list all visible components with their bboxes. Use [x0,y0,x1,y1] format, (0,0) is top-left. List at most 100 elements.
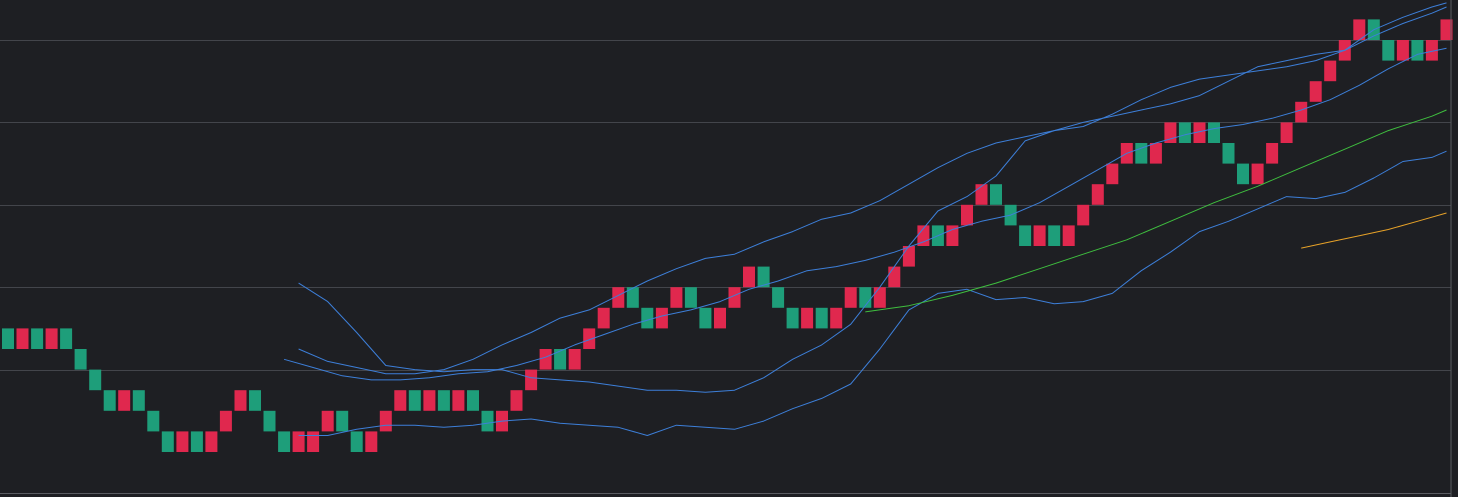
brick-56-bullish[interactable] [815,307,828,329]
brick-86-bearish[interactable] [1251,163,1264,185]
brick-82-bearish[interactable] [1193,122,1206,143]
brick-66-bearish[interactable] [961,204,973,226]
brick-88-bearish[interactable] [1280,122,1293,143]
brick-70-bullish[interactable] [1019,225,1032,246]
brick-6-bullish[interactable] [89,369,102,391]
brick-25-bearish[interactable] [365,431,378,452]
brick-27-bearish[interactable] [394,390,407,411]
brick-41-bearish[interactable] [597,307,610,329]
brick-17-bullish[interactable] [249,390,261,411]
brick-4-bullish[interactable] [60,328,73,349]
brick-21-bearish[interactable] [307,431,320,452]
brick-52-bullish[interactable] [757,266,770,288]
brick-9-bullish[interactable] [132,390,145,411]
brick-76-bearish[interactable] [1106,163,1119,185]
middle-band-line[interactable] [283,47,1447,381]
brick-layer [2,19,1453,452]
brick-33-bullish[interactable] [481,410,494,432]
brick-12-bearish[interactable] [176,431,189,452]
brick-20-bearish[interactable] [292,431,305,452]
brick-87-bearish[interactable] [1266,143,1279,164]
brick-72-bullish[interactable] [1048,225,1061,246]
brick-44-bullish[interactable] [641,307,654,329]
brick-47-bullish[interactable] [684,287,697,308]
brick-74-bearish[interactable] [1077,204,1090,226]
brick-1-bearish[interactable] [16,328,29,349]
moving-average-orange-line[interactable] [1301,212,1447,249]
brick-10-bullish[interactable] [147,410,160,432]
brick-98-bearish[interactable] [1425,40,1438,61]
brick-38-bullish[interactable] [554,349,567,370]
brick-42-bearish[interactable] [612,287,625,308]
brick-2-bullish[interactable] [31,328,44,349]
brick-78-bullish[interactable] [1135,143,1148,164]
brick-73-bearish[interactable] [1062,225,1075,246]
brick-90-bearish[interactable] [1309,81,1322,102]
brick-93-bearish[interactable] [1353,19,1366,40]
brick-53-bullish[interactable] [772,287,785,308]
brick-99-bearish[interactable] [1440,19,1453,40]
brick-16-bearish[interactable] [234,390,247,411]
brick-24-bullish[interactable] [350,431,363,452]
brick-96-bearish[interactable] [1396,40,1409,61]
brick-35-bearish[interactable] [510,390,523,411]
brick-0-bullish[interactable] [2,328,14,349]
brick-62-bearish[interactable] [902,246,915,267]
moving-average-green-line[interactable] [865,109,1447,313]
lower-band-line[interactable] [298,2,1447,375]
brick-89-bearish[interactable] [1295,101,1308,123]
brick-59-bullish[interactable] [859,287,872,308]
brick-28-bullish[interactable] [408,390,421,411]
brick-31-bearish[interactable] [452,390,465,411]
brick-68-bullish[interactable] [990,184,1002,205]
brick-58-bearish[interactable] [844,287,857,308]
brick-29-bearish[interactable] [423,390,436,411]
brick-75-bearish[interactable] [1091,184,1104,205]
brick-79-bearish[interactable] [1149,143,1162,164]
brick-30-bullish[interactable] [437,390,450,411]
brick-15-bearish[interactable] [219,410,232,432]
brick-7-bullish[interactable] [103,390,116,411]
brick-49-bearish[interactable] [714,307,726,329]
brick-8-bearish[interactable] [118,390,131,411]
brick-18-bullish[interactable] [263,410,276,432]
brick-26-bearish[interactable] [379,410,392,432]
brick-81-bullish[interactable] [1178,122,1191,143]
upper-band-line[interactable] [298,6,1447,393]
brick-67-bearish[interactable] [975,184,988,205]
brick-57-bearish[interactable] [830,307,843,329]
brick-3-bearish[interactable] [45,328,58,349]
brick-19-bullish[interactable] [278,431,291,452]
brick-85-bullish[interactable] [1237,163,1249,185]
brick-97-bullish[interactable] [1411,40,1424,61]
brick-14-bearish[interactable] [205,431,218,452]
brick-22-bearish[interactable] [321,410,334,432]
brick-48-bullish[interactable] [699,307,712,329]
brick-95-bullish[interactable] [1382,40,1395,61]
brick-71-bearish[interactable] [1033,225,1046,246]
brick-45-bearish[interactable] [655,307,668,329]
brick-40-bearish[interactable] [583,328,596,349]
brick-54-bullish[interactable] [786,307,799,329]
brick-37-bearish[interactable] [539,349,552,370]
brick-5-bullish[interactable] [74,349,87,370]
brick-60-bearish[interactable] [873,287,886,308]
lagging-line-line[interactable] [298,150,1447,436]
brick-61-bearish[interactable] [888,266,901,288]
brick-23-bullish[interactable] [336,410,349,432]
brick-13-bullish[interactable] [190,431,203,452]
brick-84-bullish[interactable] [1222,143,1235,164]
brick-36-bearish[interactable] [525,369,538,391]
brick-50-bearish[interactable] [728,287,741,308]
brick-51-bearish[interactable] [743,266,755,288]
brick-55-bearish[interactable] [801,307,814,329]
brick-43-bullish[interactable] [626,287,639,308]
brick-91-bearish[interactable] [1324,60,1337,82]
brick-32-bullish[interactable] [467,390,479,411]
brick-46-bearish[interactable] [670,287,683,308]
brick-39-bearish[interactable] [568,349,581,370]
brick-11-bullish[interactable] [161,431,174,452]
brick-83-bullish[interactable] [1208,122,1220,143]
